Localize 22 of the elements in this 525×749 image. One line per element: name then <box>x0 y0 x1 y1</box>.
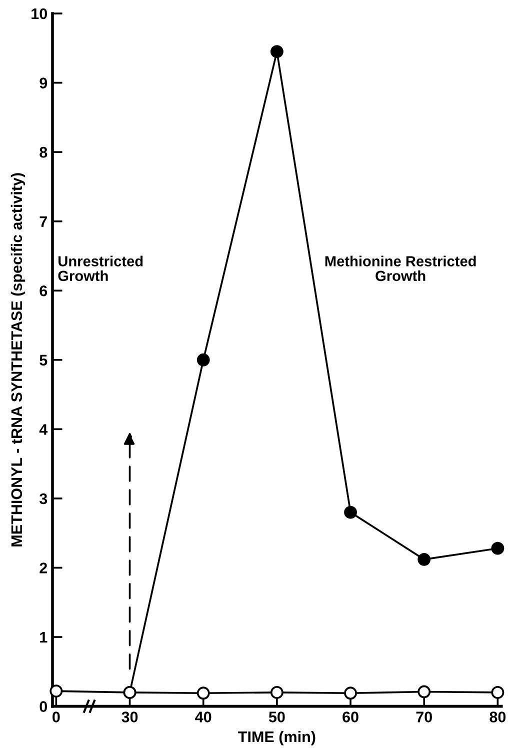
y-tick-label: 1 <box>40 632 48 643</box>
x-tick-label: 70 <box>416 712 432 722</box>
x-tick-label: 80 <box>490 712 506 722</box>
y-tick-label: 6 <box>40 285 48 296</box>
y-tick-label: 5 <box>40 354 48 366</box>
annotation: Methionine Restricted Growth <box>325 256 476 282</box>
y-tick-label: 0 <box>40 701 48 712</box>
y-tick-label: 8 <box>40 146 48 158</box>
y-axis-title: METHIONYL - tRNA SYNTHETASE (specific activity) <box>10 173 26 546</box>
y-tick-label: 3 <box>39 493 48 504</box>
x-axis-title: TIME (min) <box>238 730 316 746</box>
y-tick-label: 7 <box>40 216 47 227</box>
x-tick-label: 0 <box>52 712 60 722</box>
annotation: Unrestricted Growth <box>58 256 143 282</box>
x-tick-label: 60 <box>342 712 358 722</box>
x-tick-label: 40 <box>195 712 212 722</box>
y-tick-label: 2 <box>40 562 48 574</box>
y-tick-label: 10 <box>32 8 48 20</box>
x-tick-label: 50 <box>268 712 285 722</box>
y-tick-label: 4 <box>39 424 48 435</box>
x-tick-label: 30 <box>122 712 138 722</box>
y-tick-label: 9 <box>40 78 48 88</box>
